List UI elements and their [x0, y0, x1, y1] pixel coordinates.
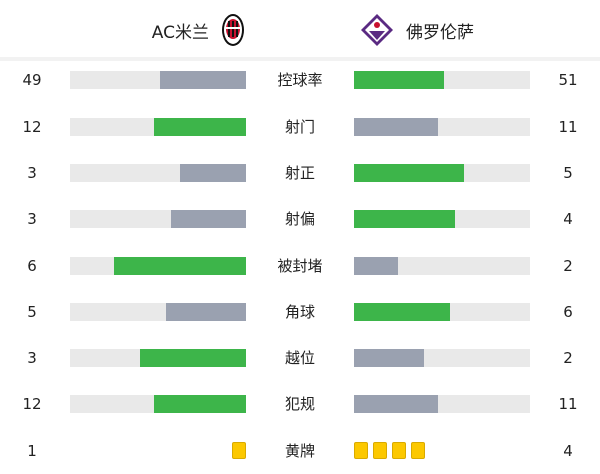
away-bar-track: [354, 118, 530, 136]
home-bar-track: [70, 257, 246, 275]
home-value: 3: [27, 164, 37, 182]
home-team: AC米兰: [152, 14, 245, 46]
away-bar-fill: [354, 164, 464, 182]
yellow-card-icon: [411, 442, 425, 459]
away-team: 佛罗伦萨: [360, 14, 474, 46]
away-value: 11: [558, 118, 578, 136]
stat-label: 角球: [284, 303, 315, 321]
away-value: 11: [558, 395, 578, 413]
home-bar-fill: [159, 71, 246, 89]
away-bar-track: [354, 395, 530, 413]
fiorentina-logo-icon: [361, 14, 393, 46]
ac-milan-logo-icon: [222, 14, 244, 46]
stat-row: 12 射门 11: [0, 115, 600, 139]
away-yellow-cards: [354, 442, 425, 459]
away-value: 4: [563, 210, 573, 228]
stat-row: 12 犯规 11: [0, 392, 600, 416]
stat-label: 射门: [284, 118, 315, 136]
away-bar-fill: [354, 210, 455, 228]
away-bar-fill: [354, 118, 439, 136]
stat-label: 犯规: [284, 395, 315, 413]
home-value: 49: [22, 71, 42, 89]
home-bar-fill: [170, 210, 246, 228]
away-team-name: 佛罗伦萨: [406, 22, 474, 43]
stat-label: 射偏: [284, 210, 315, 228]
away-value: 51: [558, 71, 578, 89]
home-bar-fill: [114, 257, 246, 275]
home-bar-track: [70, 164, 246, 182]
stat-row: 3 射正 5: [0, 161, 600, 185]
away-value: 6: [563, 303, 573, 321]
home-bar-fill: [180, 164, 246, 182]
yellow-card-icon: [373, 442, 387, 459]
stat-row: 3 越位 2: [0, 346, 600, 370]
stat-label: 射正: [284, 164, 315, 182]
home-value: 12: [22, 118, 42, 136]
away-value: 5: [563, 164, 573, 182]
home-value: 6: [27, 257, 37, 275]
home-bar-fill: [140, 349, 246, 367]
away-bar-fill: [354, 71, 444, 89]
home-value: 3: [27, 349, 37, 367]
home-bar-fill: [154, 118, 246, 136]
away-bar-fill: [354, 349, 425, 367]
stat-label: 越位: [284, 349, 315, 367]
away-bar-track: [354, 71, 530, 89]
home-bar-track: [70, 349, 246, 367]
home-bar-track: [70, 303, 246, 321]
away-bar-track: [354, 210, 530, 228]
yellow-card-icon: [392, 442, 406, 459]
stat-row: 49 控球率 51: [0, 68, 600, 92]
home-bar-track: [70, 71, 246, 89]
away-bar-fill: [354, 303, 450, 321]
away-bar-fill: [354, 395, 439, 413]
stat-label: 黄牌: [284, 442, 315, 460]
away-value: 4: [563, 442, 573, 460]
away-bar-track: [354, 257, 530, 275]
away-bar-fill: [354, 257, 398, 275]
home-yellow-cards: [232, 442, 246, 459]
home-bar-track: [70, 395, 246, 413]
away-value: 2: [563, 257, 573, 275]
home-value: 1: [27, 442, 37, 460]
away-value: 2: [563, 349, 573, 367]
stat-row: 5 角球 6: [0, 300, 600, 324]
home-value: 3: [27, 210, 37, 228]
match-header: AC米兰 佛罗伦萨: [0, 0, 600, 61]
stat-row-yellow-cards: 1 黄牌 4: [0, 439, 600, 463]
home-team-name: AC米兰: [151, 22, 209, 43]
home-value: 5: [27, 303, 37, 321]
yellow-card-icon: [232, 442, 246, 459]
yellow-card-icon: [354, 442, 368, 459]
away-bar-track: [354, 303, 530, 321]
home-bar-track: [70, 210, 246, 228]
away-bar-track: [354, 164, 530, 182]
stat-row: 3 射偏 4: [0, 207, 600, 231]
home-bar-track: [70, 118, 246, 136]
home-value: 12: [22, 395, 42, 413]
stat-row: 6 被封堵 2: [0, 254, 600, 278]
away-bar-track: [354, 349, 530, 367]
stat-label: 控球率: [277, 71, 323, 89]
stat-label: 被封堵: [277, 257, 323, 275]
home-bar-fill: [154, 395, 246, 413]
home-bar-fill: [166, 303, 246, 321]
